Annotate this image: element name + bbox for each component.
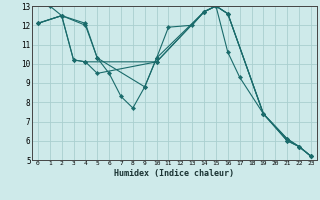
X-axis label: Humidex (Indice chaleur): Humidex (Indice chaleur) <box>115 169 234 178</box>
